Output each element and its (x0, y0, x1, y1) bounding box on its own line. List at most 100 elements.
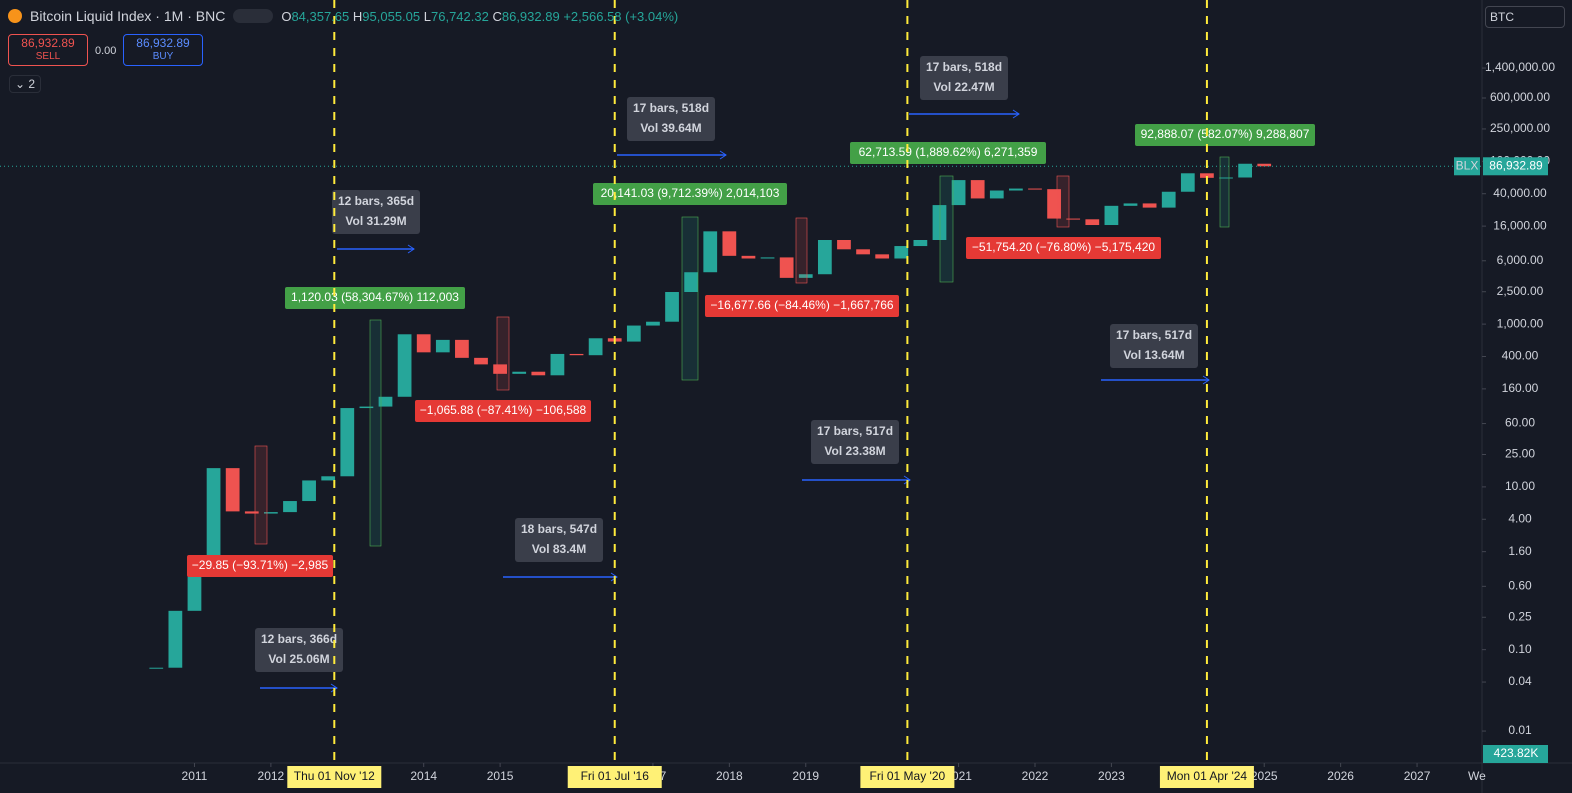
y-tick-label: 40,000.00 (1493, 186, 1547, 200)
y-tick-label: 4.00 (1508, 511, 1532, 525)
y-tick-label: 1.60 (1508, 544, 1532, 558)
candle (1257, 163, 1272, 167)
candle (588, 338, 603, 356)
arrow-head (610, 572, 618, 582)
measure-range (681, 216, 699, 381)
candle (932, 205, 947, 241)
spread: 0.00 (95, 45, 117, 57)
range-box (1110, 324, 1198, 368)
measure-box (1135, 124, 1315, 146)
measure-range (1056, 175, 1070, 228)
range-box (255, 628, 343, 672)
candle (837, 240, 851, 250)
measure-box (593, 183, 787, 205)
marker-label: Mon 01 Apr '24 (1167, 769, 1248, 783)
candle (1066, 218, 1081, 220)
candle (741, 255, 756, 259)
candle (1219, 177, 1233, 179)
measure-range (1219, 156, 1230, 228)
candle (1104, 205, 1119, 226)
x-tick-label: 2012 (258, 769, 285, 783)
candle (875, 254, 890, 259)
y-tick-label: 25.00 (1505, 447, 1535, 461)
range-volume: Vol 25.06M (268, 652, 329, 666)
measure-box (415, 400, 591, 422)
range-bars: 12 bars, 365d (338, 194, 414, 208)
measure-range (369, 319, 382, 547)
arrow-head (903, 475, 911, 485)
candle (760, 257, 775, 259)
y-tick-label: 160.00 (1502, 381, 1539, 395)
candle (798, 274, 813, 278)
price-bg (1483, 157, 1548, 176)
candle (512, 371, 527, 374)
y-tick-label: 400.00 (1502, 349, 1539, 363)
candle (244, 511, 259, 514)
measure-label: 92,888.07 (582.07%) 9,288,807 (1141, 127, 1310, 141)
candle (416, 334, 431, 353)
y-tick-label: 0.60 (1508, 579, 1532, 593)
range-volume: Vol 13.64M (1123, 348, 1184, 362)
measure-label: −1,065.88 (−87.41%) −106,588 (420, 403, 587, 417)
candle (283, 501, 297, 513)
last-tag: BLX (1456, 158, 1479, 172)
measure-range (795, 217, 808, 284)
range-volume: Vol 39.64M (640, 121, 701, 135)
symbol-select[interactable]: BTC (1485, 6, 1565, 28)
candle (817, 240, 832, 275)
candle (703, 231, 718, 273)
range-box (811, 420, 899, 464)
candle (168, 610, 183, 668)
measure-label: −29.85 (−93.71%) −2,985 (192, 558, 329, 572)
change: +2,566.58 (+3.04%) (563, 8, 679, 24)
symbol-title[interactable]: Bitcoin Liquid Index · 1M · BNC (30, 8, 226, 24)
candle (302, 480, 316, 502)
candle (1123, 203, 1138, 206)
marker-label-bg (567, 766, 662, 788)
y-tick-label: 0.01 (1508, 723, 1532, 737)
marker-label-bg (860, 766, 955, 788)
candle (1009, 188, 1023, 191)
range-box (332, 190, 420, 234)
coin-icon (8, 9, 22, 23)
y-tick-label: 0.04 (1508, 674, 1532, 688)
measure-box (850, 142, 1046, 164)
legend: Bitcoin Liquid Index · 1M · BNC O84,357.… (8, 8, 678, 24)
range-box (515, 518, 603, 562)
x-tick-label: 2023 (1098, 769, 1125, 783)
sell-button[interactable]: 86,932.89 SELL (8, 34, 88, 66)
x-tick-label: 2022 (1022, 769, 1049, 783)
candle (665, 292, 679, 322)
measure-box (705, 295, 899, 317)
candle (493, 364, 507, 374)
candle (646, 321, 660, 326)
candle (989, 190, 1004, 199)
marker-label: Fri 01 Jul '16 (581, 769, 650, 783)
measure-box (187, 555, 333, 577)
y-tick-label: 16,000.00 (1493, 218, 1547, 232)
x-tick-label: 2011 (182, 769, 208, 783)
arrow-head (1202, 375, 1210, 385)
y-tick-label: 10.00 (1505, 479, 1535, 493)
y-tick-label: 1,400,000.00 (1485, 60, 1555, 74)
x-tick-label: 2015 (487, 769, 514, 783)
candle (264, 512, 278, 514)
candle (569, 353, 584, 356)
range-bars: 17 bars, 518d (633, 101, 709, 115)
y-tick-label: 6,000.00 (1497, 253, 1544, 267)
candle (149, 667, 164, 669)
measure-box (285, 287, 465, 309)
candle (397, 334, 412, 397)
marker-label: Fri 01 May '20 (870, 769, 946, 783)
low: 76,742.32 (431, 8, 489, 24)
candle (359, 406, 374, 409)
candle (321, 476, 336, 481)
x-tick-label: 2019 (792, 769, 819, 783)
range-box (627, 97, 715, 141)
candle (779, 257, 794, 278)
range-volume: Vol 83.4M (532, 542, 586, 556)
indicators-toggle[interactable]: ⌄ 2 (9, 75, 41, 93)
sell-price: 86,932.89 (21, 36, 75, 50)
buy-button[interactable]: 86,932.89 BUY (123, 34, 203, 66)
